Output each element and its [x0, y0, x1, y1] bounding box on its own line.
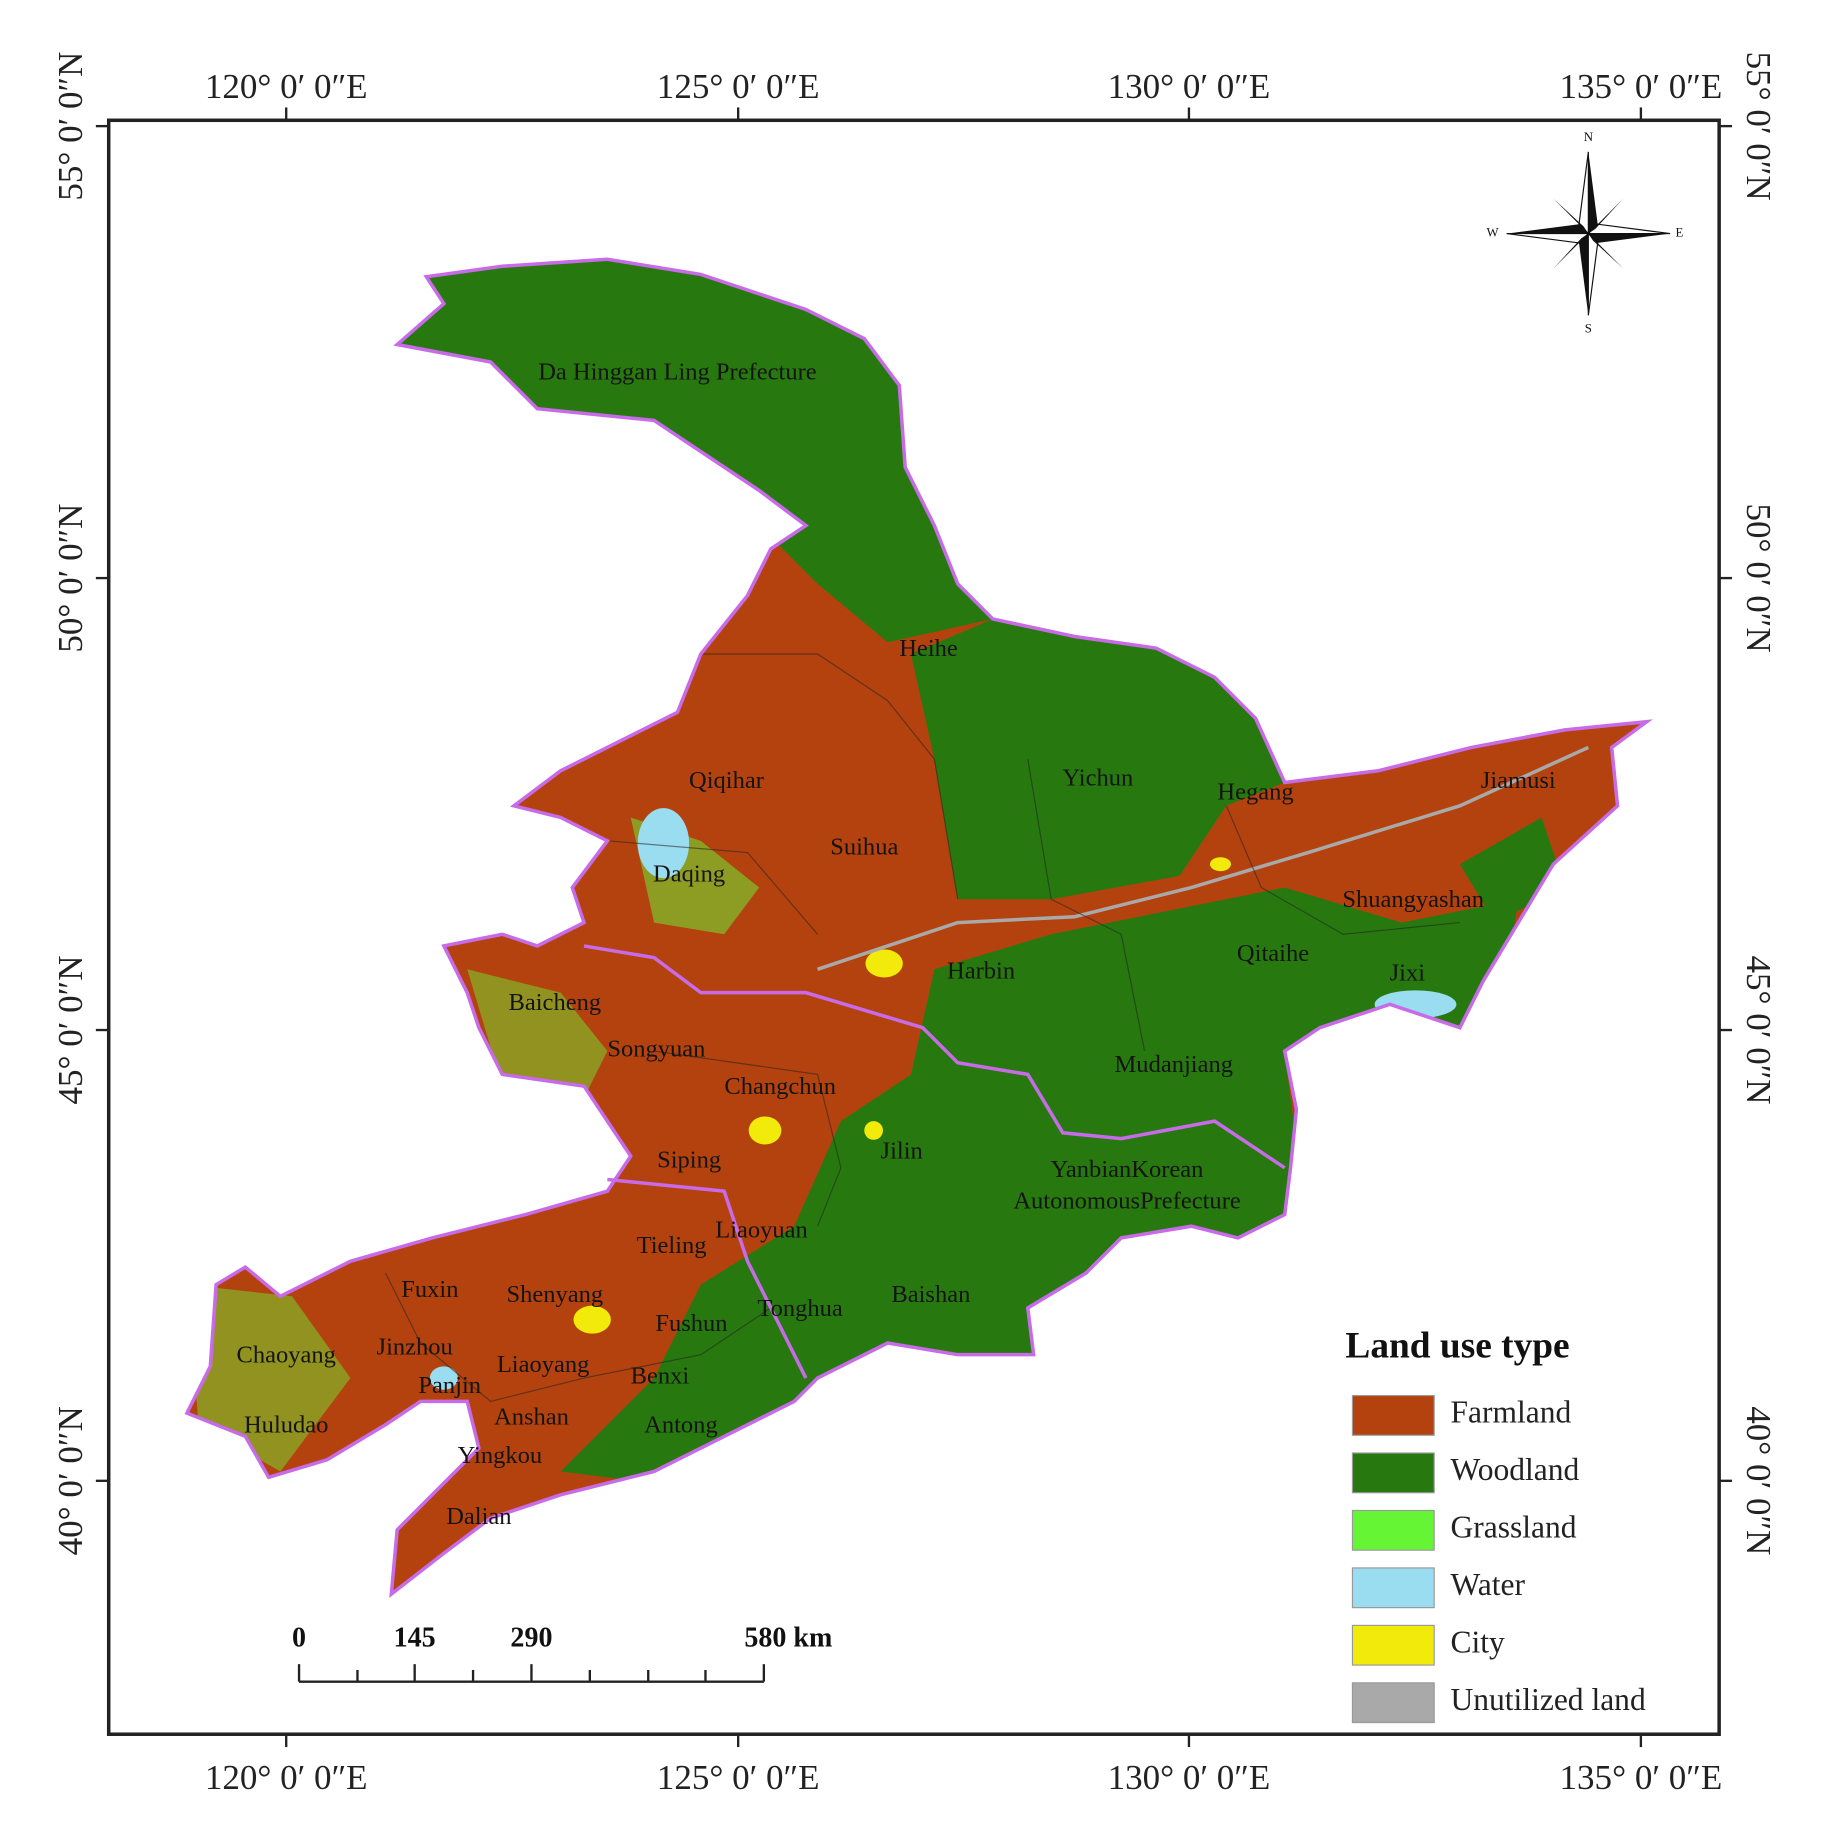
legend-swatch	[1351, 1624, 1435, 1666]
latitude-label: 55° 0′ 0″N	[1739, 52, 1778, 201]
place-label: Shuangyashan	[1342, 886, 1484, 913]
place-label: Fushun	[655, 1310, 727, 1337]
graticule-ticks	[95, 107, 1732, 1748]
legend-label: Water	[1451, 1567, 1526, 1602]
place-label: Yingkou	[458, 1442, 542, 1469]
city-area	[573, 1305, 611, 1334]
longitude-label: 125° 0′ 0″E	[657, 67, 820, 106]
grassland-area	[186, 1284, 351, 1472]
province-boundaries	[185, 257, 1649, 1596]
latitude-label: 40° 0′ 0″N	[1739, 1406, 1778, 1555]
longitude-label: 130° 0′ 0″E	[1108, 67, 1271, 106]
woodland-area	[385, 259, 993, 643]
city-boundaries	[384, 653, 1460, 1403]
place-label: Tonghua	[757, 1295, 843, 1322]
latitude-label: 45° 0′ 0″N	[51, 955, 90, 1104]
place-label: Daqing	[653, 860, 725, 887]
place-label: Harbin	[947, 957, 1015, 984]
legend-label: Woodland	[1451, 1452, 1580, 1487]
latitude-label: 50° 0′ 0″N	[1739, 504, 1778, 653]
compass-label: W	[1487, 226, 1500, 240]
place-label: Qitaihe	[1237, 940, 1309, 967]
water-body	[429, 1366, 458, 1390]
scale-bar: 0 145 290 580 km	[292, 1623, 832, 1683]
place-label: Liaoyuan	[715, 1217, 808, 1244]
legend-title: Land use type	[1345, 1325, 1569, 1366]
compass-rose: N S E W	[1487, 130, 1684, 336]
place-label: Antong	[644, 1412, 718, 1439]
scale-label: 290	[510, 1623, 552, 1654]
place-label: Hegang	[1217, 779, 1293, 806]
scale-label: 0	[292, 1623, 306, 1654]
legend-swatch	[1351, 1509, 1435, 1551]
place-label: AutonomousPrefecture	[1013, 1187, 1241, 1214]
river-line	[817, 745, 1590, 971]
legend-label: Unutilized land	[1451, 1682, 1646, 1717]
place-label: Benxi	[631, 1363, 690, 1390]
legend-swatch	[1351, 1567, 1435, 1609]
longitude-label: 135° 0′ 0″E	[1560, 67, 1723, 106]
place-label: Anshan	[494, 1404, 569, 1431]
city-area	[864, 1121, 883, 1140]
city-area	[1209, 857, 1231, 872]
grassland-area	[467, 969, 608, 1098]
place-label: Shenyang	[506, 1281, 603, 1308]
place-label: Dalian	[446, 1503, 511, 1530]
longitude-label: 125° 0′ 0″E	[657, 1758, 820, 1797]
place-label: Baishan	[891, 1281, 970, 1308]
place-label: Da Hinggan Ling Prefecture	[538, 358, 817, 385]
latitude-label: 50° 0′ 0″N	[51, 504, 90, 653]
water-body	[637, 808, 690, 879]
legend-swatch	[1351, 1682, 1435, 1724]
longitude-label: 120° 0′ 0″E	[205, 1758, 368, 1797]
legend-swatch	[1351, 1394, 1435, 1436]
place-label: Jixi	[1390, 960, 1426, 987]
place-label: Mudanjiang	[1115, 1051, 1233, 1078]
latitude-label: 40° 0′ 0″N	[51, 1406, 90, 1555]
place-label: YanbianKorean	[1051, 1156, 1204, 1183]
place-label: Qiqihar	[689, 767, 764, 794]
city-area	[748, 1116, 782, 1145]
place-label: Chaoyang	[237, 1342, 336, 1369]
place-label: Jinzhou	[377, 1333, 453, 1360]
place-label: Heihe	[899, 635, 958, 662]
place-label: Liaoyang	[497, 1351, 590, 1378]
longitude-label: 135° 0′ 0″E	[1560, 1758, 1723, 1797]
compass-label: N	[1584, 130, 1593, 144]
place-label: Baicheng	[509, 989, 602, 1016]
place-label: Jiamusi	[1481, 767, 1556, 794]
place-label: Songyuan	[607, 1036, 705, 1063]
place-label: Fuxin	[401, 1276, 458, 1303]
city-area	[865, 949, 903, 978]
compass-label: E	[1676, 226, 1684, 240]
place-label: Huludao	[244, 1412, 328, 1439]
place-label: Changchun	[724, 1073, 836, 1100]
place-label: Tieling	[637, 1232, 707, 1259]
latitude-label: 55° 0′ 0″N	[51, 52, 90, 201]
place-label: Jilin	[881, 1137, 923, 1164]
longitude-label: 130° 0′ 0″E	[1108, 1758, 1271, 1797]
longitude-label: 120° 0′ 0″E	[205, 67, 368, 106]
place-label: Siping	[657, 1147, 721, 1174]
legend: Land use type Farmland Woodland Grassland W…	[1345, 1325, 1646, 1724]
legend-swatch	[1351, 1452, 1435, 1494]
woodland-area	[911, 618, 1285, 900]
compass-label: S	[1585, 321, 1592, 335]
scale-label: 145	[394, 1623, 436, 1654]
scale-label: 580 km	[744, 1623, 832, 1654]
legend-label: Farmland	[1451, 1395, 1572, 1430]
woodland-area	[560, 887, 1519, 1484]
latitude-label: 45° 0′ 0″N	[1739, 955, 1778, 1104]
place-label: Panjin	[418, 1372, 481, 1399]
place-label: Yichun	[1062, 765, 1133, 792]
legend-label: Grassland	[1451, 1510, 1577, 1545]
legend-label: City	[1451, 1624, 1506, 1659]
place-label: Suihua	[830, 834, 898, 861]
